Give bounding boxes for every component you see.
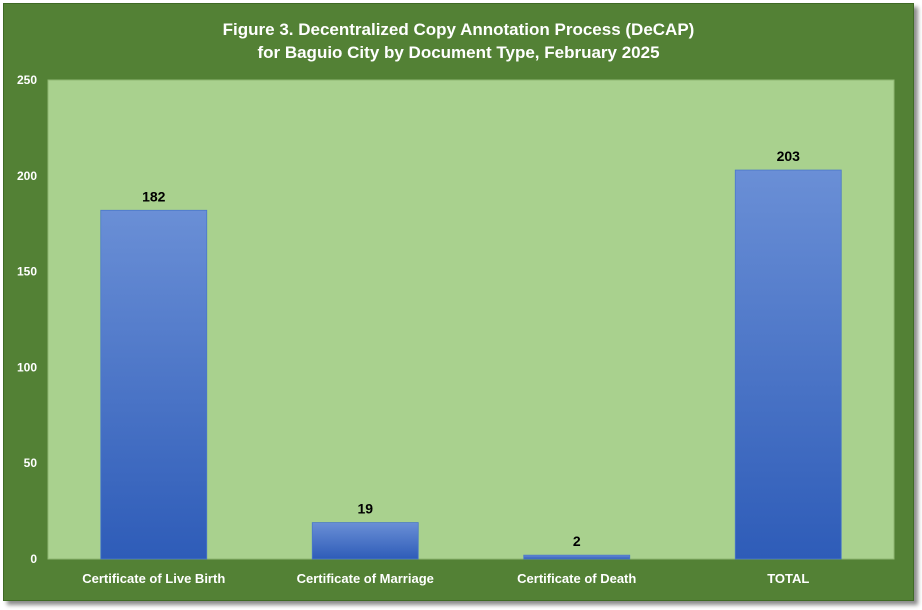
data-label-2: 2 xyxy=(573,533,581,549)
bar-0 xyxy=(100,209,208,560)
chart-title: Figure 3. Decentralized Copy Annotation … xyxy=(4,18,913,64)
data-label-1: 19 xyxy=(357,501,373,517)
y-tick-label-200: 200 xyxy=(17,169,37,183)
chart-title-line-2: for Baguio City by Document Type, Februa… xyxy=(257,43,660,62)
category-label-2: Certificate of Death xyxy=(517,571,636,586)
y-tick-label-150: 150 xyxy=(17,265,37,279)
category-label-0: Certificate of Live Birth xyxy=(82,571,225,586)
bars: 182 19 2 203 xyxy=(100,148,842,560)
bar-2 xyxy=(523,554,631,560)
data-label-0: 182 xyxy=(142,188,166,204)
y-tick-label-100: 100 xyxy=(17,360,37,374)
x-axis: Certificate of Live Birth Certificate of … xyxy=(82,571,809,586)
y-tick-label-50: 50 xyxy=(24,456,38,470)
bar-1 xyxy=(311,522,419,560)
category-label-3: TOTAL xyxy=(767,571,809,586)
data-label-3: 203 xyxy=(777,148,801,164)
chart-title-line-1: Figure 3. Decentralized Copy Annotation … xyxy=(222,20,695,39)
y-tick-label-0: 0 xyxy=(30,552,37,566)
y-axis: 0 50 100 150 200 250 xyxy=(17,73,37,566)
y-tick-label-250: 250 xyxy=(17,73,37,87)
bar-3 xyxy=(734,169,842,560)
category-label-1: Certificate of Marriage xyxy=(297,571,434,586)
